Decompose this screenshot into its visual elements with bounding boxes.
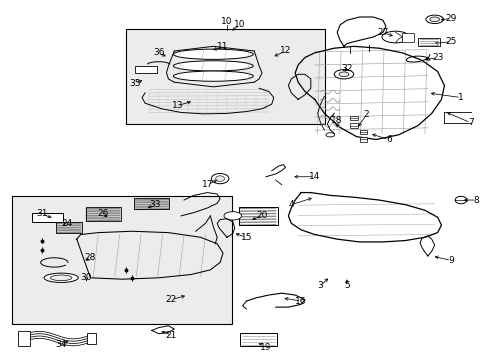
Text: 23: 23 <box>431 53 443 62</box>
Ellipse shape <box>333 69 353 79</box>
Ellipse shape <box>381 31 408 43</box>
Ellipse shape <box>454 196 466 204</box>
Text: 28: 28 <box>84 253 96 262</box>
Ellipse shape <box>215 176 224 181</box>
Text: 19: 19 <box>260 343 271 352</box>
Text: 4: 4 <box>288 200 293 209</box>
Text: 3: 3 <box>317 281 323 290</box>
Text: 20: 20 <box>256 211 267 220</box>
Ellipse shape <box>338 72 348 77</box>
Text: 15: 15 <box>240 233 252 242</box>
Text: 14: 14 <box>308 172 320 181</box>
Bar <box>359 137 366 142</box>
Text: 10: 10 <box>221 17 232 26</box>
Bar <box>125 29 325 124</box>
Text: 30: 30 <box>81 273 92 282</box>
Text: 6: 6 <box>385 135 391 144</box>
Ellipse shape <box>429 17 439 22</box>
Bar <box>349 116 357 120</box>
Ellipse shape <box>50 275 72 280</box>
Ellipse shape <box>325 133 334 137</box>
Text: 27: 27 <box>377 28 388 37</box>
Text: 34: 34 <box>55 340 67 349</box>
Bar <box>134 198 169 210</box>
Text: 13: 13 <box>172 101 183 110</box>
Text: 12: 12 <box>279 46 290 55</box>
Text: 24: 24 <box>61 219 73 228</box>
Bar <box>349 123 357 128</box>
Text: 33: 33 <box>149 200 160 209</box>
Bar <box>239 333 276 346</box>
Ellipse shape <box>173 61 253 71</box>
Text: 17: 17 <box>201 180 213 189</box>
Bar <box>12 196 231 324</box>
Text: 36: 36 <box>153 48 164 57</box>
Bar <box>85 207 121 221</box>
Text: 16: 16 <box>295 297 306 306</box>
Ellipse shape <box>173 49 253 59</box>
Text: 10: 10 <box>233 21 245 30</box>
Text: 1: 1 <box>457 93 463 102</box>
Text: 21: 21 <box>165 330 177 339</box>
Bar <box>18 331 30 346</box>
Bar <box>86 333 96 345</box>
Text: 29: 29 <box>445 14 456 23</box>
Text: 22: 22 <box>165 295 177 304</box>
Text: 18: 18 <box>331 116 342 125</box>
Bar <box>135 66 157 73</box>
Text: 35: 35 <box>129 79 141 88</box>
Ellipse shape <box>173 71 253 81</box>
Text: 26: 26 <box>97 210 108 219</box>
Text: 5: 5 <box>344 281 349 290</box>
Bar <box>359 130 366 134</box>
Ellipse shape <box>211 174 228 184</box>
Bar <box>238 207 277 225</box>
Bar <box>402 33 413 42</box>
Text: 8: 8 <box>473 195 479 204</box>
Text: 31: 31 <box>36 210 47 219</box>
Text: 32: 32 <box>341 64 352 73</box>
Text: 11: 11 <box>217 42 228 51</box>
Ellipse shape <box>44 273 78 283</box>
Ellipse shape <box>425 15 443 23</box>
Text: 2: 2 <box>363 110 368 119</box>
Text: 9: 9 <box>447 256 453 265</box>
Bar <box>32 213 63 222</box>
Text: 25: 25 <box>445 37 456 46</box>
Bar <box>417 38 439 46</box>
Bar <box>56 222 81 233</box>
Text: 7: 7 <box>467 118 473 127</box>
Ellipse shape <box>224 212 241 220</box>
